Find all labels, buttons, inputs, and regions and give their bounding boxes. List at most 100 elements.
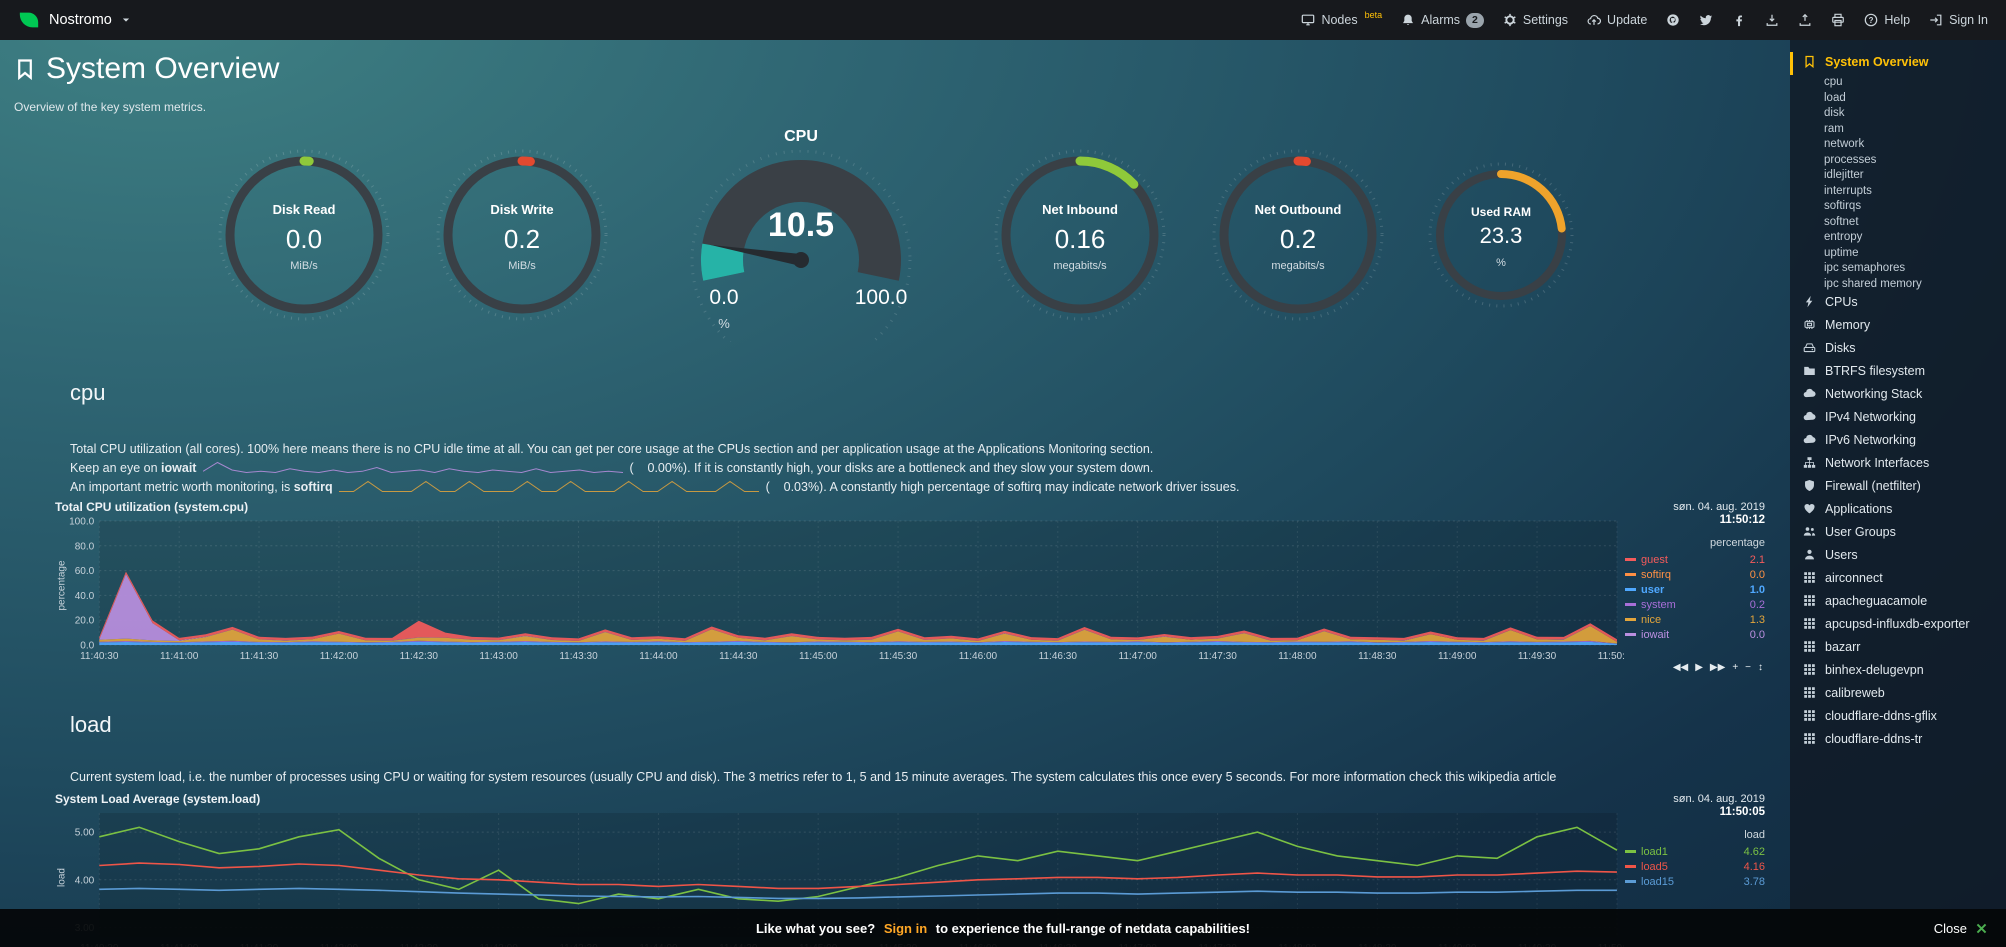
svg-text:11:45:00: 11:45:00 bbox=[799, 651, 838, 662]
sidebar-item-ipv4-networking[interactable]: IPv4 Networking bbox=[1790, 407, 2006, 430]
sidebar-item-networking-stack[interactable]: Networking Stack bbox=[1790, 384, 2006, 407]
play-button[interactable]: ▶ bbox=[1695, 662, 1703, 673]
sidebar-item-label: calibreweb bbox=[1825, 686, 1885, 700]
legend-item-load5[interactable]: load5 4.16 bbox=[1625, 859, 1765, 874]
sidebar-item-system-overview[interactable]: System Overview bbox=[1790, 52, 2006, 75]
resize-handle[interactable]: ↕ bbox=[1758, 662, 1763, 673]
gauge-disk-read[interactable]: Disk Read 0.0 MiB/s bbox=[215, 146, 393, 324]
sidebar-item-ipc-semaphores[interactable]: ipc semaphores bbox=[1824, 262, 1906, 274]
zoom-in-button[interactable]: + bbox=[1732, 662, 1739, 673]
sidebar-item-binhex-delugevpn[interactable]: binhex-delugevpn bbox=[1790, 660, 2006, 683]
sidebar-item-apcupsd-influxdb-exporter[interactable]: apcupsd-influxdb-exporter bbox=[1790, 614, 2006, 637]
sidebar-item-firewall-netfilter-[interactable]: Firewall (netfilter) bbox=[1790, 476, 2006, 499]
sidebar-item-uptime[interactable]: uptime bbox=[1824, 246, 1859, 259]
sidebar-item-memory[interactable]: Memory bbox=[1790, 315, 2006, 338]
nav-settings[interactable]: Settings bbox=[1503, 13, 1568, 27]
legend-name: user bbox=[1641, 583, 1665, 596]
chart-canvas[interactable]: 0.0 20.0 40.0 60.0 80.0 100.0 11:40:30 11:41:00… bbox=[55, 517, 1625, 675]
gauge-ring bbox=[215, 146, 393, 324]
sidebar-item-bazarr[interactable]: bazarr bbox=[1790, 637, 2006, 660]
sidebar-item-load[interactable]: load bbox=[1824, 91, 1846, 104]
brand-menu[interactable]: Nostromo bbox=[18, 9, 131, 31]
nav-facebook[interactable] bbox=[1732, 13, 1746, 27]
gear-icon bbox=[1503, 13, 1517, 27]
nav-update[interactable]: Update bbox=[1587, 13, 1647, 27]
legend-item-system[interactable]: system 0.2 bbox=[1625, 597, 1765, 612]
pan-right-button[interactable]: ▶▶ bbox=[1709, 662, 1726, 673]
gauge-label: Net Outbound bbox=[1254, 202, 1342, 217]
sidebar-item-ipv6-networking[interactable]: IPv6 Networking bbox=[1790, 430, 2006, 453]
nav-github[interactable] bbox=[1666, 13, 1680, 27]
svg-text:11:49:30: 11:49:30 bbox=[1518, 651, 1557, 662]
svg-text:0.0: 0.0 bbox=[80, 641, 94, 652]
legend-item-load15[interactable]: load15 3.78 bbox=[1625, 874, 1765, 889]
sidebar-item-btrfs-filesystem[interactable]: BTRFS filesystem bbox=[1790, 361, 2006, 384]
load-description: Current system load, i.e. the number of … bbox=[70, 770, 1557, 784]
chart-cpu-utilization[interactable]: Total CPU utilization (system.cpu) 0.0 20… bbox=[55, 500, 1765, 675]
sidebar-item-airconnect[interactable]: airconnect bbox=[1790, 568, 2006, 591]
sidebar-item-cpus[interactable]: CPUs bbox=[1790, 292, 2006, 315]
legend-swatch bbox=[1625, 633, 1636, 636]
legend-item-nice[interactable]: nice 1.3 bbox=[1625, 612, 1765, 627]
gauge-cpu[interactable]: CPU 10.5 0.0 100.0 % bbox=[651, 128, 951, 342]
softirq-value: ( 0.03%) bbox=[765, 480, 824, 494]
sidebar-item-ram[interactable]: ram bbox=[1824, 122, 1844, 135]
nav-label: Nodes bbox=[1321, 13, 1358, 27]
sidebar-item-network-interfaces[interactable]: Network Interfaces bbox=[1790, 453, 2006, 476]
chart-date: søn. 04. aug. 2019 bbox=[1673, 501, 1765, 513]
sidebar-item-softnet[interactable]: softnet bbox=[1824, 215, 1859, 228]
facebook-icon bbox=[1732, 13, 1746, 27]
gauge-used-ram[interactable]: Used RAM 23.3 % bbox=[1427, 161, 1575, 309]
signin-link[interactable]: Sign in bbox=[883, 920, 928, 936]
sidebar-item-processes[interactable]: processes bbox=[1824, 153, 1877, 166]
nav-import[interactable] bbox=[1765, 13, 1779, 27]
legend-swatch bbox=[1625, 573, 1636, 576]
sidebar-item-user-groups[interactable]: User Groups bbox=[1790, 522, 2006, 545]
signin-banner: Like what you see? Sign in to experience… bbox=[0, 909, 2006, 947]
gauge-net-inbound[interactable]: Net Inbound 0.16 megabits/s bbox=[991, 146, 1169, 324]
legend-item-softirq[interactable]: softirq 0.0 bbox=[1625, 567, 1765, 582]
nav-nodes[interactable]: Nodes beta bbox=[1301, 10, 1382, 27]
gauge-dial bbox=[651, 150, 951, 342]
gauge-disk-write[interactable]: Disk Write 0.2 MiB/s bbox=[433, 146, 611, 324]
chart-plot-area[interactable]: Total CPU utilization (system.cpu) 0.0 20… bbox=[55, 500, 1625, 675]
iowait-sparkline[interactable] bbox=[202, 461, 623, 474]
sidebar-item-disk[interactable]: disk bbox=[1824, 107, 1845, 119]
pan-left-button[interactable]: ◀◀ bbox=[1672, 662, 1689, 673]
sidebar-item-calibreweb[interactable]: calibreweb bbox=[1790, 683, 2006, 706]
sidebar-item-cpu[interactable]: cpu bbox=[1824, 76, 1843, 88]
nav-twitter[interactable] bbox=[1699, 13, 1713, 27]
sidebar-item-applications[interactable]: Applications bbox=[1790, 499, 2006, 522]
nav-export[interactable] bbox=[1798, 13, 1812, 27]
sidebar-item-disks[interactable]: Disks bbox=[1790, 338, 2006, 361]
legend-item-guest[interactable]: guest 2.1 bbox=[1625, 552, 1765, 567]
sidebar-item-users[interactable]: Users bbox=[1790, 545, 2006, 568]
legend-item-user[interactable]: user 1.0 bbox=[1625, 582, 1765, 597]
sidebar-item-idlejitter[interactable]: idlejitter bbox=[1824, 169, 1864, 181]
sidebar-item-ipc-shared-memory[interactable]: ipc shared memory bbox=[1824, 277, 1922, 290]
nav-print[interactable] bbox=[1831, 13, 1845, 27]
sidebar-item-cloudflare-ddns-tr[interactable]: cloudflare-ddns-tr bbox=[1790, 729, 2006, 752]
legend-name: nice bbox=[1641, 613, 1662, 626]
sidebar-item-apacheguacamole[interactable]: apacheguacamole bbox=[1790, 591, 2006, 614]
softirq-sparkline[interactable] bbox=[339, 480, 760, 493]
legend-item-load1[interactable]: load1 4.62 bbox=[1625, 844, 1765, 859]
legend-item-iowait[interactable]: iowait 0.0 bbox=[1625, 627, 1765, 642]
sidebar-item-entropy[interactable]: entropy bbox=[1824, 231, 1863, 243]
svg-text:11:42:00: 11:42:00 bbox=[320, 651, 359, 662]
chart-title: Total CPU utilization (system.cpu) bbox=[55, 500, 249, 514]
sidebar-item-interrupts[interactable]: interrupts bbox=[1824, 184, 1872, 197]
nav-signin[interactable]: Sign In bbox=[1929, 13, 1988, 27]
sidebar-item-network[interactable]: network bbox=[1824, 138, 1865, 150]
sidebar-item-cloudflare-ddns-gflix[interactable]: cloudflare-ddns-gflix bbox=[1790, 706, 2006, 729]
nav-alarms[interactable]: Alarms 2 bbox=[1401, 12, 1484, 28]
sidebar-item-label: Users bbox=[1825, 548, 1858, 562]
zoom-out-button[interactable]: − bbox=[1745, 662, 1751, 673]
svg-text:11:40:30: 11:40:30 bbox=[80, 651, 119, 662]
sidebar-item-softirqs[interactable]: softirqs bbox=[1824, 200, 1862, 212]
svg-text:11:46:30: 11:46:30 bbox=[1039, 651, 1078, 662]
legend-name: load1 bbox=[1641, 845, 1668, 858]
nav-help[interactable]: ? Help bbox=[1864, 13, 1910, 27]
gauge-net-outbound[interactable]: Net Outbound 0.2 megabits/s bbox=[1209, 146, 1387, 324]
banner-close-button[interactable]: Close bbox=[1934, 921, 1988, 936]
